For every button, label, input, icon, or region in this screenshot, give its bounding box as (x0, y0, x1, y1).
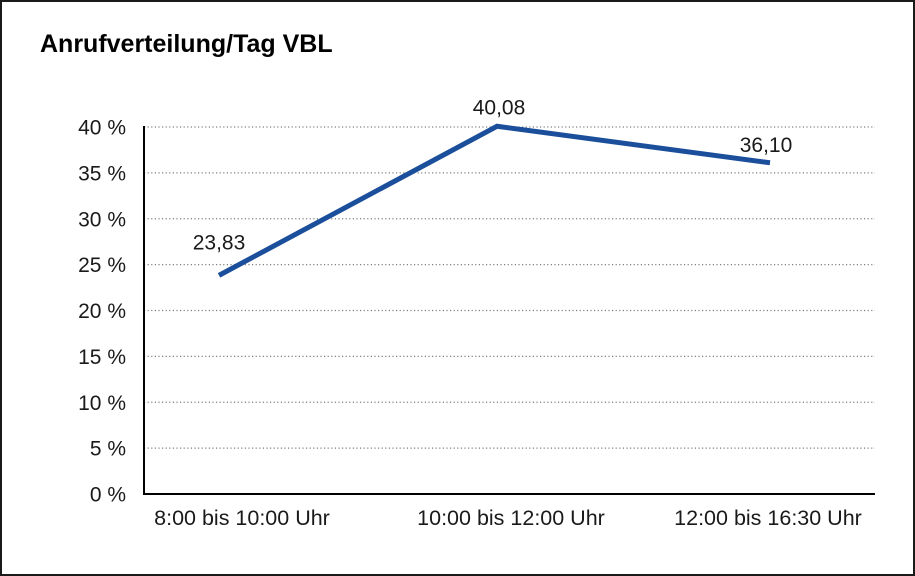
y-tick-label: 5 % (90, 438, 126, 461)
data-point-label: 23,83 (193, 231, 246, 254)
data-point-label: 36,10 (740, 134, 793, 157)
y-tick-label: 0 % (90, 484, 126, 507)
y-tick-label: 30 % (78, 208, 126, 231)
y-tick-label: 25 % (78, 254, 126, 277)
y-tick-label: 40 % (78, 117, 126, 140)
x-category-label: 12:00 bis 16:30 Uhr (674, 506, 862, 530)
y-tick-label: 20 % (78, 300, 126, 323)
x-category-label: 10:00 bis 12:00 Uhr (417, 506, 605, 530)
x-category-label: 8:00 bis 10:00 Uhr (154, 506, 330, 530)
y-tick-label: 10 % (78, 392, 126, 415)
y-tick-label: 35 % (78, 162, 126, 185)
data-series-line (217, 123, 771, 278)
y-tick-label: 15 % (78, 346, 126, 369)
chart-title: Anrufverteilung/Tag VBL (40, 30, 333, 58)
data-point-label: 40,08 (473, 96, 526, 119)
